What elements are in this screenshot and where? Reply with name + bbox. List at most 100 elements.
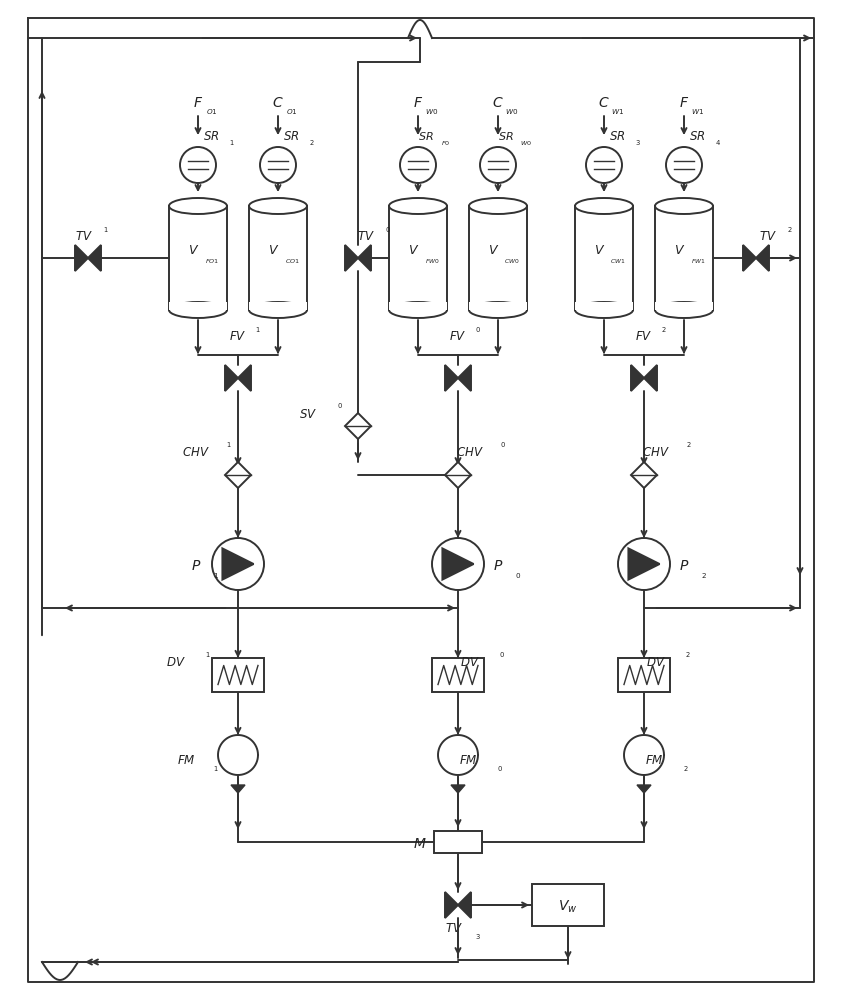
Text: $M$: $M$ [413, 837, 427, 851]
Text: $V$: $V$ [189, 243, 200, 256]
Text: $_{CW0}$: $_{CW0}$ [504, 257, 520, 266]
Text: $_{F0}$: $_{F0}$ [441, 138, 450, 147]
Polygon shape [445, 365, 458, 391]
Ellipse shape [575, 302, 633, 318]
Bar [434, 831, 482, 853]
Text: $_2$: $_2$ [685, 650, 690, 660]
Bar [389, 302, 447, 310]
Text: $_1$: $_1$ [205, 650, 210, 660]
Circle shape [180, 147, 216, 183]
Text: $_0$: $_0$ [515, 571, 521, 581]
Ellipse shape [469, 302, 527, 318]
Text: $_2$: $_2$ [686, 440, 692, 450]
Text: $_{FO1}$: $_{FO1}$ [205, 257, 219, 266]
Text: $SV$: $SV$ [299, 408, 317, 420]
Polygon shape [358, 245, 371, 271]
Text: $CHV$: $CHV$ [456, 446, 484, 458]
Ellipse shape [655, 198, 713, 214]
Text: $CHV$: $CHV$ [182, 446, 210, 458]
Text: $CHV$: $CHV$ [642, 446, 670, 458]
Polygon shape [458, 892, 471, 918]
Polygon shape [451, 785, 465, 793]
Polygon shape [88, 245, 101, 271]
Ellipse shape [249, 198, 307, 214]
Ellipse shape [169, 302, 227, 318]
Bar [655, 206, 713, 310]
Text: $F$: $F$ [679, 96, 689, 110]
Bar [469, 206, 527, 310]
Circle shape [480, 147, 516, 183]
Text: $FV$: $FV$ [229, 330, 247, 344]
Bar [575, 302, 633, 310]
Circle shape [432, 538, 484, 590]
Bar [169, 206, 227, 310]
Text: $_1$: $_1$ [229, 138, 235, 148]
Polygon shape [631, 462, 657, 488]
Text: $_0$: $_0$ [475, 325, 481, 335]
Bar [249, 302, 307, 310]
Text: $SR$: $SR$ [283, 129, 299, 142]
Text: $SR$: $SR$ [418, 130, 434, 142]
Text: $_0$: $_0$ [385, 225, 391, 235]
Bar [432, 658, 484, 692]
Text: $SR$: $SR$ [609, 129, 626, 142]
Polygon shape [743, 245, 756, 271]
Polygon shape [458, 365, 471, 391]
Text: $P$: $P$ [191, 559, 201, 573]
Circle shape [618, 538, 670, 590]
Text: $_1$: $_1$ [255, 325, 261, 335]
Text: $_2$: $_2$ [309, 138, 315, 148]
Polygon shape [345, 245, 358, 271]
Polygon shape [445, 892, 458, 918]
Polygon shape [445, 462, 471, 488]
Circle shape [666, 147, 702, 183]
Text: $_{O1}$: $_{O1}$ [286, 107, 298, 117]
Text: $_0$: $_0$ [500, 440, 506, 450]
Text: $_1$: $_1$ [213, 764, 219, 774]
Polygon shape [631, 365, 644, 391]
Text: $FM$: $FM$ [645, 754, 663, 766]
Text: $P$: $P$ [679, 559, 689, 573]
Text: $_0$: $_0$ [337, 401, 343, 411]
Ellipse shape [655, 302, 713, 318]
Polygon shape [218, 735, 258, 775]
Text: $_{O1}$: $_{O1}$ [206, 107, 218, 117]
Text: $P$: $P$ [493, 559, 504, 573]
Text: $FV$: $FV$ [450, 330, 466, 344]
Text: $_0$: $_0$ [499, 650, 505, 660]
Bar [618, 658, 670, 692]
Text: $V$: $V$ [594, 243, 605, 256]
Polygon shape [628, 548, 659, 580]
Bar [389, 206, 447, 310]
Text: $DV$: $DV$ [460, 656, 480, 670]
Text: $_{W0}$: $_{W0}$ [505, 107, 519, 117]
Text: $_0$: $_0$ [497, 764, 503, 774]
Polygon shape [644, 365, 657, 391]
Text: $F$: $F$ [193, 96, 203, 110]
Text: $_2$: $_2$ [661, 325, 667, 335]
Text: $DV$: $DV$ [646, 656, 666, 670]
Ellipse shape [249, 302, 307, 318]
Ellipse shape [389, 302, 447, 318]
Text: $TV$: $TV$ [759, 230, 777, 242]
Ellipse shape [389, 198, 447, 214]
Bar [532, 884, 604, 926]
Polygon shape [238, 365, 251, 391]
Text: $_2$: $_2$ [683, 764, 689, 774]
Bar [169, 302, 227, 310]
Text: $_{W1}$: $_{W1}$ [691, 107, 705, 117]
Bar [249, 206, 307, 310]
Text: $_{W1}$: $_{W1}$ [611, 107, 625, 117]
Polygon shape [442, 548, 473, 580]
Text: $SR$: $SR$ [203, 129, 219, 142]
Text: $_2$: $_2$ [701, 571, 707, 581]
Text: $C$: $C$ [272, 96, 284, 110]
Polygon shape [345, 413, 371, 439]
Circle shape [586, 147, 622, 183]
Polygon shape [225, 365, 238, 391]
Text: $SR$: $SR$ [498, 130, 514, 142]
Text: $F$: $F$ [413, 96, 423, 110]
Text: $DV$: $DV$ [166, 656, 186, 670]
Bar [655, 302, 713, 310]
Polygon shape [624, 735, 664, 775]
